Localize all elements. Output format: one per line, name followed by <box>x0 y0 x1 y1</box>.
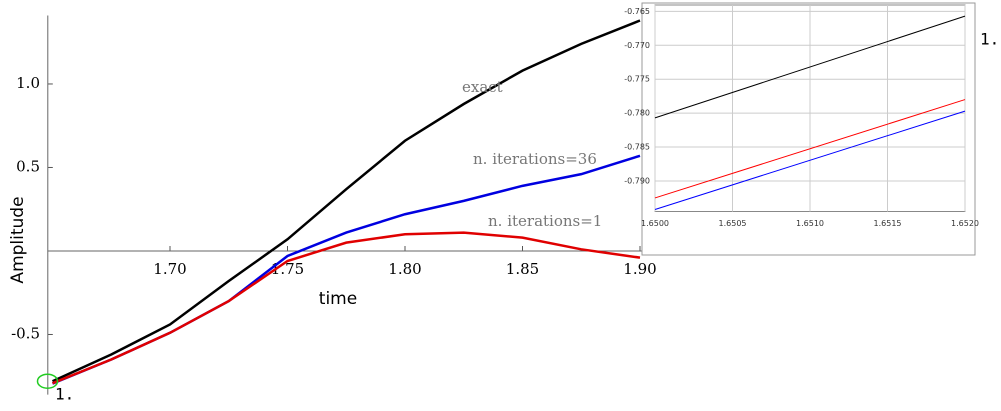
y-tick-label: -0.790 <box>624 176 650 185</box>
series-line <box>51 19 641 383</box>
x-tick-label: 1.90 <box>623 260 656 278</box>
x-tick-label: 1.85 <box>506 260 539 278</box>
y-tick-label: 1.0 <box>16 74 40 92</box>
series-label: n. iterations=36 <box>473 150 597 168</box>
y-tick-label: -0.785 <box>624 143 650 152</box>
y-tick-label: -0.5 <box>11 324 40 342</box>
y-tick-label: 0.5 <box>16 157 40 175</box>
series-line <box>654 15 966 119</box>
y-tick-label: -0.775 <box>624 75 650 84</box>
x-tick-label: 1.6505 <box>719 219 747 228</box>
series-label: n. iterations=1 <box>488 212 602 230</box>
inset-frame <box>641 2 976 256</box>
series-line <box>654 110 966 210</box>
series-label: exact <box>462 78 503 96</box>
x-tick-label: 1.70 <box>153 260 186 278</box>
highlight-ellipse <box>36 373 59 389</box>
series-line <box>52 231 641 385</box>
y-tick-label: -0.770 <box>624 41 650 50</box>
y-axis-label: Amplitude <box>8 196 28 283</box>
y-tick-label: -0.780 <box>624 109 650 118</box>
series-line <box>654 99 966 199</box>
x-tick-label: 1.75 <box>271 260 304 278</box>
x-tick-label: 1.6500 <box>641 219 669 228</box>
x-tick-label: 1.80 <box>388 260 421 278</box>
x-axis-label: time <box>319 289 357 309</box>
annotation: 1. <box>980 30 999 49</box>
x-tick-label: 1.6510 <box>796 219 824 228</box>
x-tick-label: 1.6515 <box>874 219 902 228</box>
x-tick-label: 1.6520 <box>951 219 979 228</box>
y-tick-label: -0.765 <box>624 7 650 16</box>
annotation: 1. <box>55 385 74 404</box>
